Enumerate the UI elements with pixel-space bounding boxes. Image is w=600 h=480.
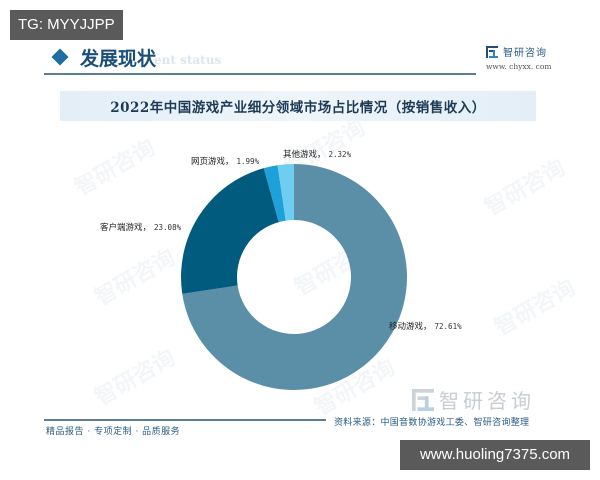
- brand-name: 智研咨询: [503, 48, 547, 59]
- label-other-games: 其他游戏， 2.32%: [283, 148, 351, 160]
- slice-mobile-games: [182, 164, 407, 391]
- footer-tagline: 精品报告 · 专项定制 · 品质服务: [46, 427, 181, 437]
- label-percent: 1.99%: [236, 157, 260, 166]
- label-mobile-games: 移动游戏， 72.61%: [389, 320, 462, 332]
- url-overlay-badge: www.huoling7375.com: [400, 440, 590, 470]
- label-name: 客户端游戏，: [100, 223, 152, 233]
- brand-logo-icon: [486, 45, 498, 58]
- label-percent: 2.32%: [328, 150, 352, 159]
- header-divider: [44, 73, 476, 75]
- section-title: 发展现状: [80, 47, 157, 70]
- label-client-games: 客户端游戏， 23.08%: [100, 221, 181, 233]
- chart-title: 2022年中国游戏产业细分领域市场占比情况（按销售收入）: [110, 100, 486, 116]
- brand-watermark-name: 智研咨询: [439, 389, 535, 413]
- label-name: 其他游戏，: [283, 150, 326, 160]
- section-subtitle: ent status: [154, 53, 222, 67]
- brand-block: 智研咨询 www. chyxx. com: [486, 44, 566, 71]
- label-web-games: 网页游戏， 1.99%: [191, 155, 259, 167]
- brand-url: www. chyxx. com: [486, 62, 552, 71]
- brand-watermark: 智研咨询: [412, 385, 535, 414]
- slice-other-games: [277, 164, 294, 221]
- data-source-note: 资料来源：中国音数协游戏工委、智研咨询整理: [334, 418, 530, 428]
- slice-client-games: [181, 168, 279, 294]
- label-percent: 23.08%: [154, 223, 182, 232]
- tg-overlay-badge: TG: MYYJJPP: [10, 10, 123, 40]
- section-header: 发展现状 ent status: [48, 42, 221, 72]
- slice-web-games: [263, 165, 286, 223]
- chart-title-bar: 2022年中国游戏产业细分领域市场占比情况（按销售收入）: [60, 91, 536, 121]
- label-name: 网页游戏，: [191, 157, 234, 167]
- footer-divider: [44, 419, 326, 421]
- label-percent: 72.61%: [434, 322, 462, 331]
- brand-logo-icon: [412, 388, 434, 411]
- label-name: 移动游戏，: [389, 322, 432, 332]
